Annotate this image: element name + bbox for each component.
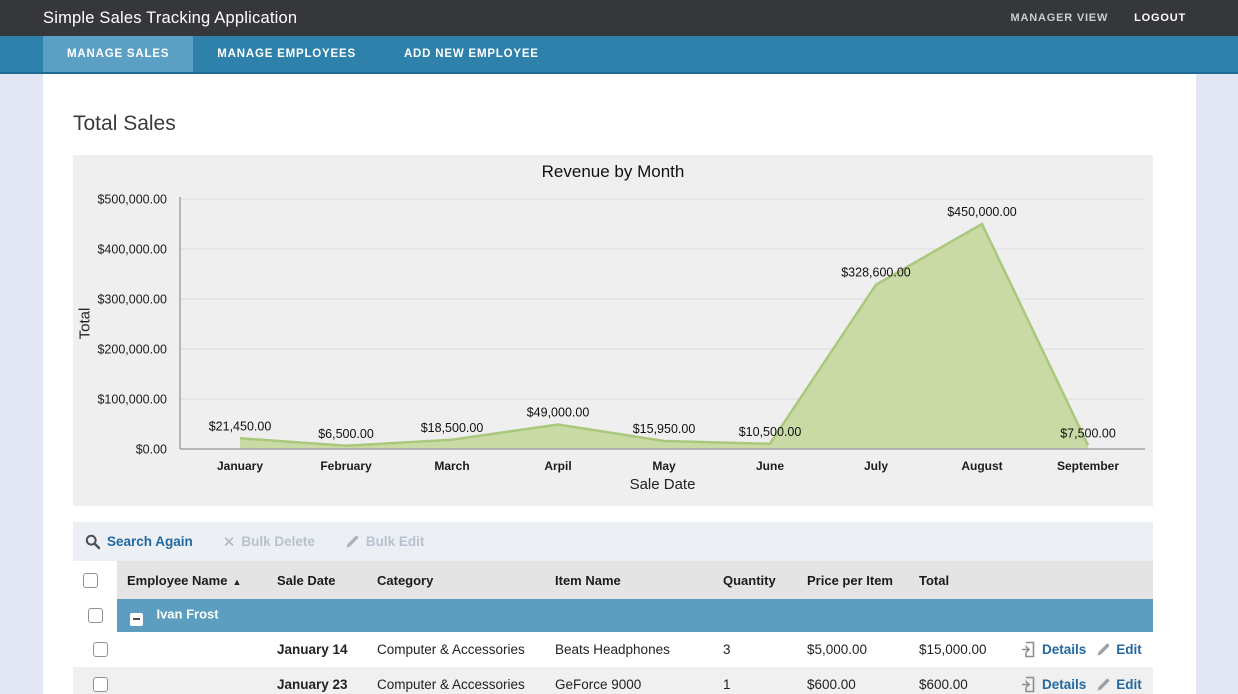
column-header-total[interactable]: Total bbox=[909, 561, 1011, 599]
svg-text:$450,000.00: $450,000.00 bbox=[947, 205, 1017, 219]
column-header-sale-date[interactable]: Sale Date bbox=[267, 561, 367, 599]
table-header-row: Employee Name▲ Sale Date Category Item N… bbox=[73, 561, 1153, 599]
app-title: Simple Sales Tracking Application bbox=[43, 9, 297, 28]
cell-employee-name bbox=[117, 632, 267, 667]
collapse-group-icon[interactable] bbox=[130, 613, 143, 626]
svg-text:$100,000.00: $100,000.00 bbox=[97, 393, 167, 407]
svg-text:$200,000.00: $200,000.00 bbox=[97, 343, 167, 357]
svg-text:Arpil: Arpil bbox=[544, 459, 571, 473]
details-icon bbox=[1021, 641, 1037, 658]
row-checkbox[interactable] bbox=[93, 677, 108, 692]
column-header-employee-name[interactable]: Employee Name▲ bbox=[117, 561, 267, 599]
revenue-chart: Revenue by Month Total $0.00$100,000.00$… bbox=[73, 155, 1153, 506]
svg-text:March: March bbox=[434, 459, 469, 473]
tab-manage-sales[interactable]: MANAGE SALES bbox=[43, 36, 193, 72]
cell-item-name: Beats Headphones bbox=[545, 632, 713, 667]
svg-text:June: June bbox=[756, 459, 784, 473]
details-icon bbox=[1021, 676, 1037, 693]
bulk-edit-label: Bulk Edit bbox=[366, 534, 425, 549]
svg-text:$18,500.00: $18,500.00 bbox=[421, 421, 484, 435]
svg-text:$6,500.00: $6,500.00 bbox=[318, 427, 374, 441]
cell-price-per-item: $5,000.00 bbox=[797, 632, 909, 667]
svg-text:February: February bbox=[320, 459, 372, 473]
cell-employee-name bbox=[117, 667, 267, 694]
svg-text:$500,000.00: $500,000.00 bbox=[97, 193, 167, 207]
bulk-edit-button[interactable]: Bulk Edit bbox=[345, 534, 425, 549]
search-again-button[interactable]: Search Again bbox=[85, 534, 193, 550]
app-header: Simple Sales Tracking Application MANAGE… bbox=[0, 0, 1238, 36]
column-header-quantity[interactable]: Quantity bbox=[713, 561, 797, 599]
cell-sale-date: January 14 bbox=[267, 632, 367, 667]
details-link[interactable]: Details bbox=[1042, 642, 1086, 657]
select-all-checkbox[interactable] bbox=[83, 573, 98, 588]
page-title: Total Sales bbox=[73, 112, 1166, 136]
svg-text:$328,600.00: $328,600.00 bbox=[841, 266, 911, 280]
svg-text:July: July bbox=[864, 459, 888, 473]
chart-x-axis-label: Sale Date bbox=[180, 476, 1145, 493]
bulk-delete-button[interactable]: ✕ Bulk Delete bbox=[223, 533, 315, 551]
edit-pencil-icon bbox=[1096, 677, 1111, 692]
column-header-category[interactable]: Category bbox=[367, 561, 545, 599]
cell-sale-date: January 23 bbox=[267, 667, 367, 694]
edit-link[interactable]: Edit bbox=[1116, 642, 1142, 657]
cell-quantity: 1 bbox=[713, 667, 797, 694]
svg-text:September: September bbox=[1057, 459, 1119, 473]
table-row: January 23 Computer & Accessories GeForc… bbox=[73, 667, 1153, 694]
column-header-price-per-item[interactable]: Price per Item bbox=[797, 561, 909, 599]
sales-table: Employee Name▲ Sale Date Category Item N… bbox=[73, 561, 1153, 694]
area-chart-plot: $0.00 $100,000.00 $200,000.00 $300,000.00 $4… bbox=[73, 155, 1153, 506]
group-name: Ivan Frost bbox=[156, 607, 218, 622]
table-toolbar: Search Again ✕ Bulk Delete Bulk Edit bbox=[73, 522, 1153, 561]
cell-item-name: GeForce 9000 bbox=[545, 667, 713, 694]
main-nav: MANAGE SALES MANAGE EMPLOYEES ADD NEW EM… bbox=[0, 36, 1238, 74]
svg-text:$49,000.00: $49,000.00 bbox=[527, 406, 590, 420]
cell-total: $600.00 bbox=[909, 667, 1011, 694]
row-checkbox[interactable] bbox=[93, 642, 108, 657]
cell-total: $15,000.00 bbox=[909, 632, 1011, 667]
svg-text:August: August bbox=[961, 459, 1002, 473]
svg-text:$0.00: $0.00 bbox=[136, 443, 167, 457]
svg-text:$10,500.00: $10,500.00 bbox=[739, 425, 802, 439]
content-card: Total Sales Revenue by Month Total $0.00… bbox=[43, 74, 1196, 694]
column-header-actions bbox=[1011, 561, 1153, 599]
svg-text:$300,000.00: $300,000.00 bbox=[97, 293, 167, 307]
svg-text:$7,500.00: $7,500.00 bbox=[1060, 426, 1116, 440]
bulk-delete-label: Bulk Delete bbox=[241, 534, 315, 549]
svg-text:$400,000.00: $400,000.00 bbox=[97, 243, 167, 257]
cell-quantity: 3 bbox=[713, 632, 797, 667]
tab-manage-employees[interactable]: MANAGE EMPLOYEES bbox=[193, 36, 380, 72]
logout-button[interactable]: LOGOUT bbox=[1134, 12, 1186, 24]
group-row-ivan-frost: Ivan Frost bbox=[73, 599, 1153, 632]
table-row: January 14 Computer & Accessories Beats … bbox=[73, 632, 1153, 667]
edit-pencil-icon bbox=[1096, 642, 1111, 657]
search-icon bbox=[85, 534, 101, 550]
svg-text:$15,950.00: $15,950.00 bbox=[633, 422, 696, 436]
x-icon: ✕ bbox=[223, 533, 236, 551]
svg-text:$21,450.00: $21,450.00 bbox=[209, 419, 272, 433]
cell-category: Computer & Accessories bbox=[367, 632, 545, 667]
edit-link[interactable]: Edit bbox=[1116, 677, 1142, 692]
manager-view-link[interactable]: MANAGER VIEW bbox=[1011, 12, 1109, 24]
tab-add-new-employee[interactable]: ADD NEW EMPLOYEE bbox=[380, 36, 563, 72]
details-link[interactable]: Details bbox=[1042, 677, 1086, 692]
group-checkbox[interactable] bbox=[88, 608, 103, 623]
cell-price-per-item: $600.00 bbox=[797, 667, 909, 694]
cell-category: Computer & Accessories bbox=[367, 667, 545, 694]
column-header-item-name[interactable]: Item Name bbox=[545, 561, 713, 599]
search-again-label: Search Again bbox=[107, 534, 193, 549]
svg-text:May: May bbox=[652, 459, 676, 473]
pencil-icon bbox=[345, 534, 360, 549]
svg-text:January: January bbox=[217, 459, 263, 473]
sort-ascending-icon: ▲ bbox=[232, 577, 241, 587]
